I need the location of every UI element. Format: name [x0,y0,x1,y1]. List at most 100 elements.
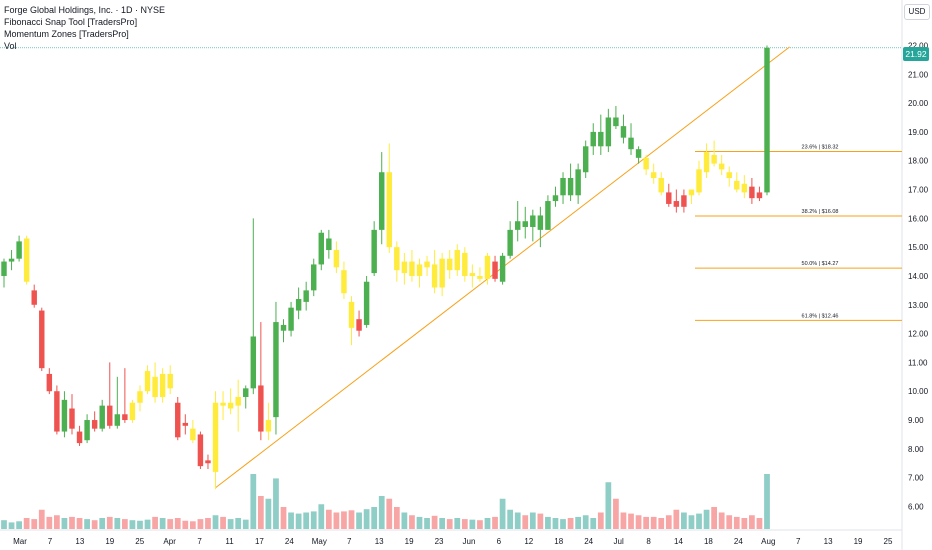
volume-bar [552,518,559,529]
candle-body [265,420,272,432]
volume-bar [273,478,279,529]
candle-body [545,201,551,230]
volume-bar [152,516,158,529]
volume-bar [137,520,143,529]
x-tick-label: Mar [13,537,27,546]
volume-bar [386,498,393,529]
volume-bar [69,516,75,529]
volume-bar [658,518,665,529]
candle-body [401,261,408,274]
y-tick-label: 20.00 [908,99,929,108]
volume-bar [401,512,408,529]
y-tick-label: 11.00 [908,358,928,367]
volume-bar [295,513,302,529]
candle-body [718,163,725,170]
volume-bar [454,518,461,529]
indicator-volume[interactable]: Vol [4,41,17,51]
volume-bar [575,516,582,529]
candle-body [235,396,241,406]
volume-bar [560,519,566,529]
candle-body [764,47,770,193]
candle-body [605,117,612,147]
volume-bar [469,519,476,529]
volume-bar [545,516,551,529]
candle-body [114,414,121,426]
volume-bar [665,515,672,529]
candle-body [492,261,498,279]
volume-bar [182,520,189,529]
indicator-fibonacci[interactable]: Fibonacci Snap Tool [TradersPro] [4,17,138,27]
volume-bar [189,521,196,529]
x-tick-label: 7 [197,537,202,546]
volume-bar [461,519,468,529]
candle-body [46,373,53,392]
candle-body [69,408,75,429]
volume-bar [129,520,136,529]
candle-body [371,229,377,274]
volume-bar [605,482,612,529]
x-tick-label: 19 [105,537,114,546]
volume-bar [514,512,521,529]
y-tick-label: 8.00 [908,445,924,454]
volume-bar [348,510,355,529]
volume-bar [1,520,7,529]
candle-body [348,301,355,328]
volume-bar [114,518,121,529]
last-price-tag: 21.92 [903,47,929,61]
candle-body [454,250,460,271]
candle-body [734,180,740,190]
candle-body [280,324,287,331]
candle-body [311,264,317,291]
y-tick-label: 19.00 [908,128,929,137]
candle-body [590,131,596,147]
volume-bar [318,504,325,529]
candle-body [363,281,370,325]
volume-bar [537,513,544,529]
x-tick-label: 17 [255,537,264,546]
volume-bar [635,515,642,529]
volume-bar [673,509,680,529]
volume-bar [590,518,597,529]
candle-body [673,201,680,207]
candle-body [386,172,392,248]
x-tick-label: 25 [135,537,144,546]
volume-bar [522,515,529,529]
candle-body [212,402,219,472]
volume-bar [643,516,649,529]
volume-bar [106,516,113,529]
candle-body [379,172,385,230]
y-tick-label: 12.00 [908,330,929,339]
volume-bar [356,512,362,529]
volume-bar [31,519,38,529]
x-tick-label: 12 [524,537,533,546]
y-tick-label: 17.00 [908,186,929,195]
candle-body [537,215,544,230]
x-tick-label: May [312,537,327,546]
volume-bar [507,509,514,529]
candle-body [258,385,264,432]
volume-bar [76,518,83,529]
volume-bar [613,498,619,529]
candle-body [439,258,445,288]
candle-body [129,402,136,421]
currency-button[interactable]: USD [904,4,930,20]
fib-level-label: 38.2% | $16.08 [802,209,839,215]
volume-bar [257,496,264,529]
candle-body [560,178,566,196]
volume-bar [424,518,430,529]
candle-body [416,264,423,276]
x-tick-label: 7 [347,537,352,546]
fib-level-label: 61.8% | $12.46 [802,313,839,319]
y-tick-label: 13.00 [908,301,929,310]
volume-bar [227,519,234,529]
candle-body [575,169,581,196]
volume-bar [16,521,22,529]
candle-body [273,322,279,418]
candle-body [197,434,204,467]
indicator-momentum[interactable]: Momentum Zones [TradersPro] [4,29,129,39]
volume-bar [325,509,332,529]
candle-body [152,376,158,397]
x-tick-label: 7 [48,537,53,546]
candle-body [703,152,710,173]
